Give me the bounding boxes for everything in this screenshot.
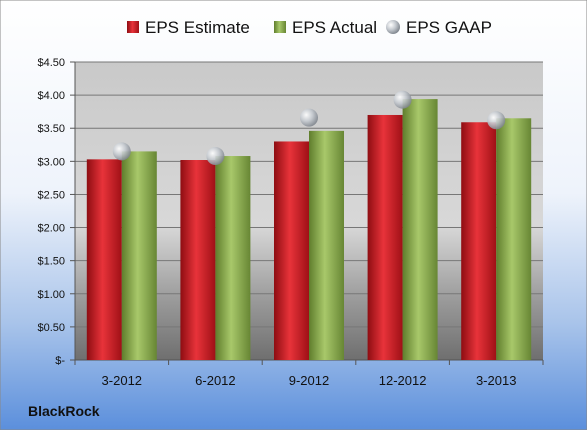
marker-eps-gaap [487, 111, 506, 130]
y-tick-label: $2.00 [37, 223, 65, 235]
y-tick-label: $1.50 [37, 256, 65, 268]
bar-eps-actual [496, 118, 532, 361]
bar-eps-estimate [274, 141, 309, 360]
y-tick-label: $3.50 [37, 123, 65, 135]
bar-eps-actual [215, 156, 251, 360]
y-tick-label: $1.00 [37, 289, 65, 301]
marker-eps-gaap [206, 147, 225, 166]
marker-eps-gaap [393, 90, 412, 109]
y-tick-label: $- [55, 355, 65, 367]
legend-label-actual: EPS Actual [292, 18, 377, 37]
legend-swatch-estimate [127, 21, 139, 33]
bars [86, 99, 532, 361]
bar-eps-actual [309, 130, 344, 360]
bar-eps-actual [402, 99, 438, 360]
legend-swatch-gaap [386, 20, 400, 34]
bar-eps-estimate [86, 159, 122, 360]
gaap-markers [112, 90, 506, 166]
legend: EPS Estimate EPS Actual EPS GAAP [127, 18, 492, 37]
y-tick-label: $2.50 [37, 189, 65, 201]
y-tick-label: $3.00 [37, 156, 65, 168]
y-axis-tick-labels: $- $0.50 $1.00 $1.50 $2.00 $2.50 $3.00 $3.50 $4.… [37, 57, 65, 367]
company-label: BlackRock [28, 403, 100, 419]
legend-label-gaap: EPS GAAP [406, 18, 492, 37]
y-tick-label: $0.50 [37, 322, 65, 334]
marker-eps-gaap [300, 108, 318, 127]
x-axis-category-labels: 3-2012 6-2012 9-2012 12-2012 3-2013 [74, 360, 544, 388]
marker-eps-gaap [112, 142, 131, 161]
x-category-label: 3-2012 [102, 373, 142, 388]
x-category-label: 12-2012 [379, 373, 427, 388]
x-category-label: 3-2013 [476, 373, 516, 388]
bar-eps-actual [121, 151, 157, 360]
legend-swatch-actual [274, 21, 286, 33]
bar-eps-estimate [461, 122, 497, 360]
bar-eps-estimate [180, 160, 216, 360]
bar-eps-estimate [367, 114, 403, 360]
x-category-label: 6-2012 [195, 373, 235, 388]
x-category-label: 9-2012 [289, 373, 329, 388]
y-tick-label: $4.50 [37, 57, 65, 69]
y-tick-label: $4.00 [37, 90, 65, 102]
legend-label-estimate: EPS Estimate [145, 18, 250, 37]
